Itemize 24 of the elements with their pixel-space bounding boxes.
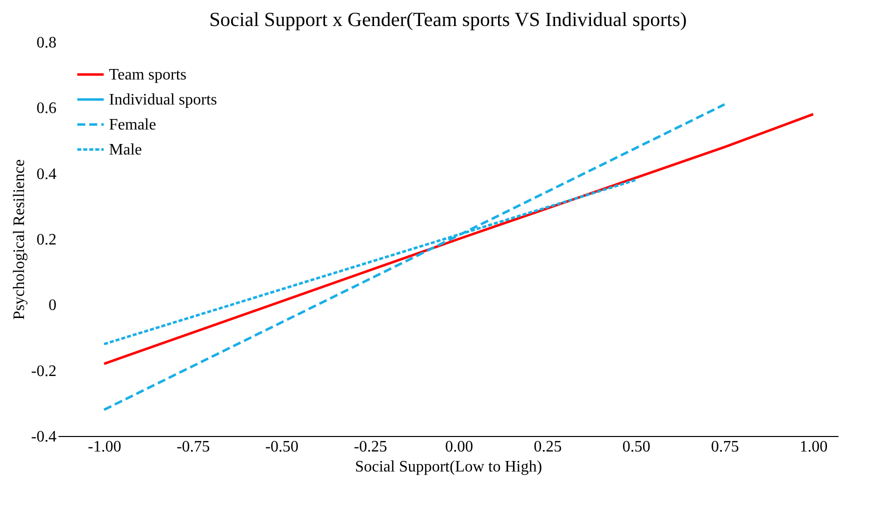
- legend-label: Male: [109, 142, 142, 158]
- x-tick-label: -0.75: [176, 438, 210, 456]
- legend-label: Team sports: [109, 66, 187, 84]
- x-tick-label: 1.00: [800, 438, 828, 456]
- y-tick-label: 0.4: [36, 166, 56, 183]
- y-tick-label: -0.2: [31, 362, 56, 380]
- x-tick-label: 0.50: [622, 438, 650, 456]
- y-tick-label: 0: [48, 297, 56, 314]
- y-tick-label: 0.6: [36, 100, 56, 118]
- x-tick-label: 0.00: [445, 438, 474, 456]
- y-tick-label: 0.8: [36, 34, 56, 52]
- legend-label: Female: [109, 116, 156, 134]
- y-tick-label: -0.4: [31, 428, 56, 446]
- chart-title: Social Support x Gender(Team sports VS Individual sports): [209, 9, 687, 31]
- line-series: [102, 112, 814, 366]
- x-tick-label: -0.25: [354, 438, 388, 456]
- y-tick-label: 0.2: [36, 232, 56, 248]
- x-tick-label: 0.75: [711, 438, 740, 456]
- x-tick-label: 0.25: [534, 438, 562, 456]
- x-tick-label: -0.50: [265, 438, 299, 456]
- y-axis-title: Psychological Resilience: [11, 159, 28, 320]
- legend-label: Individual sports: [109, 92, 217, 108]
- x-tick-label: -1.00: [88, 438, 122, 456]
- x-axis-title: Social Support(Low to High): [354, 458, 542, 476]
